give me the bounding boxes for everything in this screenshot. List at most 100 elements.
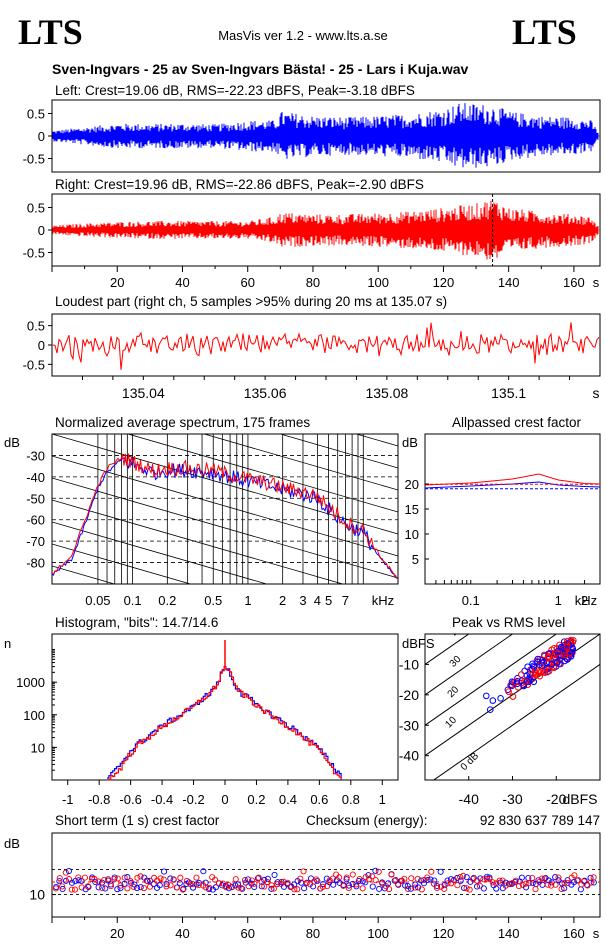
y-tick-label: -40 bbox=[399, 748, 419, 764]
short-crest-point bbox=[343, 874, 350, 881]
short-crest-point bbox=[271, 871, 278, 878]
grid-line-diagonal bbox=[202, 434, 398, 491]
y-tick-label: -40 bbox=[26, 470, 45, 485]
peak-rms-point bbox=[563, 643, 571, 651]
short-crest-point bbox=[326, 877, 333, 884]
peak-rms-point bbox=[548, 660, 556, 668]
x-tick-label: 60 bbox=[240, 926, 254, 941]
spectrum-plot: dB -30 -40 -50 -60 -70 -80 0.05 0.1 0.2 0.5 1 2 3 4 5 7 k… bbox=[4, 236, 399, 608]
x-tick-label: 1 bbox=[555, 593, 562, 608]
x-tick-label: -0.4 bbox=[151, 792, 173, 807]
x-tick-label: 135.1 bbox=[491, 385, 526, 401]
short-crest-point bbox=[121, 874, 128, 881]
short-crest-point bbox=[174, 884, 181, 891]
short-crest-point bbox=[385, 880, 392, 887]
plot-frame bbox=[51, 832, 601, 918]
short-crest-point bbox=[200, 868, 207, 875]
short-crest-point bbox=[345, 884, 352, 892]
x-tick-label: 0.2 bbox=[158, 593, 176, 608]
peak-rms-title: Peak vs RMS level bbox=[452, 615, 565, 630]
short-crest-point bbox=[450, 876, 457, 883]
short-crest-point bbox=[268, 885, 275, 892]
grid-line-diagonal bbox=[126, 434, 398, 513]
short-crest-point bbox=[470, 875, 477, 883]
short-crest-point bbox=[522, 884, 530, 891]
x-tick-label: 100 bbox=[367, 926, 389, 941]
y-tick-label: 100 bbox=[23, 708, 45, 723]
histogram-series-left bbox=[107, 666, 342, 780]
short-crest-point bbox=[538, 875, 546, 882]
short-crest-point bbox=[124, 874, 131, 881]
short-crest-point bbox=[264, 875, 271, 882]
peak-rms-point bbox=[562, 651, 569, 659]
short-crest-point bbox=[95, 884, 102, 891]
short-crest-point bbox=[81, 874, 88, 881]
short-crest-point bbox=[391, 877, 398, 884]
short-crest-point bbox=[424, 874, 431, 881]
peak-rms-point bbox=[497, 695, 504, 702]
y-axis-label: dB bbox=[4, 435, 20, 450]
short-crest-point bbox=[515, 883, 522, 890]
short-crest-title: Short term (1 s) crest factor bbox=[55, 813, 220, 828]
y-tick-label: 10 bbox=[405, 527, 419, 542]
short-crest-point bbox=[66, 876, 73, 883]
right-waveform-plot: 0.5 0 -0.5 20 40 60 80 100 120 140 160 s bbox=[23, 193, 601, 290]
short-crest-point bbox=[575, 877, 582, 884]
short-crest-point bbox=[420, 880, 427, 887]
short-crest-point bbox=[529, 879, 536, 887]
short-crest-point bbox=[493, 885, 500, 892]
short-crest-point bbox=[228, 884, 235, 891]
y-tick-label: -50 bbox=[26, 491, 45, 506]
short-crest-point bbox=[502, 879, 509, 886]
short-crest-point bbox=[202, 884, 209, 891]
y-axis-label: n bbox=[4, 636, 11, 651]
x-tick-label: 160 bbox=[563, 275, 585, 290]
short-crest-point bbox=[457, 877, 464, 884]
short-crest-point bbox=[71, 886, 78, 893]
y-axis-label: dBFS bbox=[402, 636, 435, 651]
short-crest-point bbox=[433, 882, 441, 890]
short-crest-point bbox=[167, 875, 174, 882]
short-crest-point bbox=[441, 885, 448, 892]
short-crest-point bbox=[62, 877, 70, 884]
short-crest-point bbox=[349, 871, 356, 878]
short-crest-point bbox=[532, 886, 539, 893]
short-crest-point bbox=[157, 875, 164, 882]
x-unit-label: dBFS bbox=[562, 791, 597, 807]
short-crest-point bbox=[428, 868, 435, 875]
grid-line-diagonal bbox=[52, 521, 268, 584]
crest-line-label: 10 bbox=[443, 714, 459, 730]
peak-rms-point bbox=[534, 658, 541, 666]
x-tick-label: 40 bbox=[175, 926, 189, 941]
short-crest-point bbox=[414, 875, 421, 882]
short-crest-point bbox=[480, 885, 487, 892]
short-crest-point bbox=[68, 879, 76, 886]
peak-rms-point bbox=[524, 663, 531, 671]
short-crest-point bbox=[195, 881, 202, 889]
short-crest-point bbox=[336, 874, 343, 881]
x-tick-label: 135.04 bbox=[122, 385, 165, 401]
short-crest-point bbox=[107, 883, 115, 890]
short-crest-point bbox=[512, 877, 519, 884]
short-crest-point bbox=[466, 886, 473, 893]
y-tick-label: 15 bbox=[405, 502, 419, 517]
short-crest-point bbox=[558, 880, 565, 887]
checksum-label: Checksum (energy): bbox=[306, 813, 428, 828]
short-crest-point bbox=[447, 876, 455, 883]
grid-line-diagonal bbox=[52, 236, 398, 336]
short-crest-point bbox=[167, 882, 174, 889]
grid-line-diagonal bbox=[52, 543, 192, 584]
short-crest-point bbox=[401, 875, 408, 882]
peak-rms-point bbox=[509, 693, 517, 700]
histogram-plot: n 1000 100 10 -1 -0.8 -0.6 -0.4 -0.2 0 0.2 0.4 0.6 0.… bbox=[4, 633, 399, 807]
short-crest-point bbox=[463, 885, 470, 892]
short-crest-point bbox=[52, 885, 59, 892]
x-tick-label: -1 bbox=[62, 792, 74, 807]
x-tick-label: 3 bbox=[299, 593, 306, 608]
grid-line-diagonal bbox=[355, 434, 398, 447]
short-crest-point bbox=[577, 886, 584, 893]
histogram-title: Histogram, "bits": 14.7/14.6 bbox=[55, 615, 218, 630]
short-crest-point bbox=[206, 884, 213, 891]
y-axis-label: dB bbox=[402, 435, 418, 450]
